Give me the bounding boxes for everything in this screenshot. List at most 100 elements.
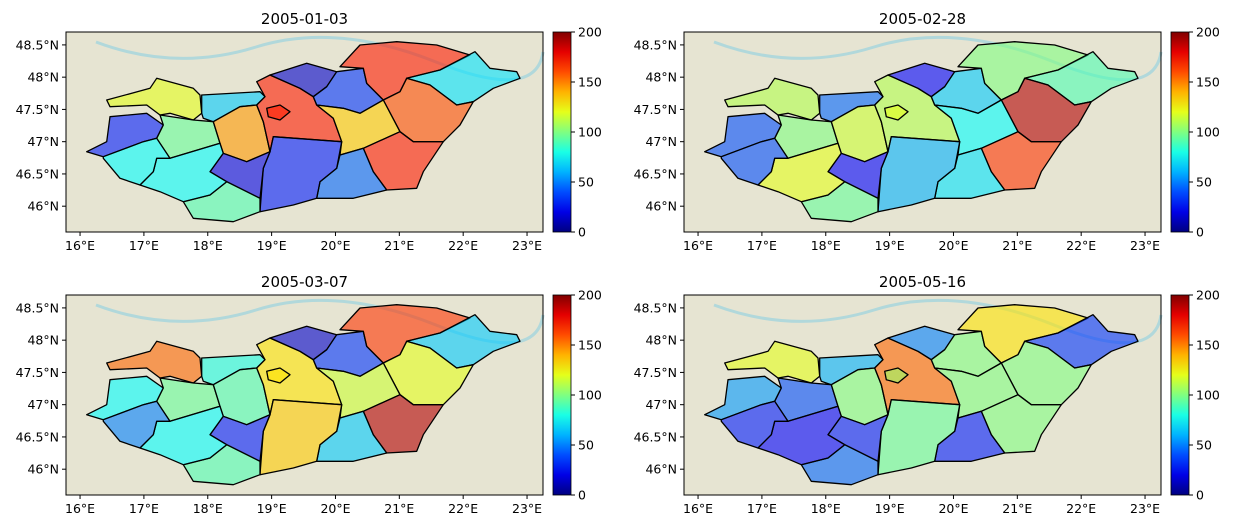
y-tick-label: 46°N: [27, 199, 59, 214]
x-tick-label: 17°E: [747, 501, 777, 516]
colorbar-tick-label: 150: [578, 75, 602, 90]
x-tick-label: 18°E: [811, 238, 841, 253]
region-zala: Zala: 75: [102, 137, 171, 186]
y-tick-label: 48°N: [645, 70, 677, 85]
colorbar-tick-label: 200: [578, 25, 602, 40]
colorbar-tick-label: 100: [578, 388, 602, 403]
region-gyor-moson-sopron: Gyor-Moson-Sopron: 110: [724, 77, 821, 121]
x-tick-label: 19°E: [257, 501, 287, 516]
colorbar: [552, 294, 572, 496]
colorbar-tick-label: 50: [1196, 438, 1212, 453]
panel-title: 2005-02-28: [879, 10, 966, 28]
x-tick-label: 19°E: [257, 238, 287, 253]
colorbar-tick-label: 150: [1196, 338, 1220, 353]
map-panel: Gyor-Moson-Sopron: 120Komarom-Esztergom:…: [634, 273, 1220, 516]
x-tick-label: 22°E: [448, 501, 478, 516]
y-tick-label: 48.5°N: [16, 37, 59, 52]
colorbar-tick-label: 200: [1196, 25, 1220, 40]
colorbar-tick-label: 50: [578, 175, 594, 190]
regions: Gyor-Moson-Sopron: 120Komarom-Esztergom:…: [704, 304, 1139, 486]
regions: Gyor-Moson-Sopron: 120Komarom-Esztergom:…: [86, 41, 521, 223]
x-tick-label: 17°E: [129, 238, 159, 253]
x-tick-label: 22°E: [448, 238, 478, 253]
axes-frame: [65, 31, 544, 233]
y-tick-label: 47.5°N: [634, 365, 677, 380]
y-tick-label: 46.5°N: [16, 166, 59, 181]
x-tick-label: 21°E: [1002, 238, 1032, 253]
region-zala: Zala: 40: [720, 137, 789, 186]
x-tick-label: 20°E: [938, 501, 968, 516]
x-tick-label: 18°E: [811, 501, 841, 516]
colorbar-tick-label: 100: [1196, 125, 1220, 140]
region-zala: Zala: 50: [102, 400, 171, 449]
x-tick-label: 22°E: [1066, 238, 1096, 253]
y-tick-label: 47.5°N: [16, 102, 59, 117]
y-tick-label: 46°N: [645, 462, 677, 477]
region-budapest: Budapest: 130: [266, 367, 291, 384]
x-tick-label: 21°E: [384, 501, 414, 516]
colorbar-tick-label: 200: [578, 288, 602, 303]
x-tick-label: 21°E: [384, 238, 414, 253]
y-tick-label: 46.5°N: [16, 429, 59, 444]
colorbar-tick-label: 0: [1196, 488, 1204, 503]
colorbar: [1170, 294, 1190, 496]
axes-frame: [65, 294, 544, 496]
x-tick-label: 18°E: [193, 501, 223, 516]
x-tick-label: 19°E: [875, 501, 905, 516]
y-tick-label: 47°N: [27, 134, 59, 149]
map-panel: Gyor-Moson-Sopron: 120Komarom-Esztergom:…: [16, 10, 602, 253]
x-tick-label: 16°E: [683, 501, 713, 516]
y-tick-label: 46°N: [645, 199, 677, 214]
y-tick-label: 48.5°N: [634, 300, 677, 315]
region-budapest: Budapest: 120: [884, 104, 909, 121]
axes-frame: [683, 294, 1162, 496]
colorbar-tick-label: 50: [578, 438, 594, 453]
colorbar-tick-label: 200: [1196, 288, 1220, 303]
x-tick-label: 20°E: [320, 238, 350, 253]
region-budapest: Budapest: 170: [266, 104, 291, 121]
colorbar-tick-label: 0: [578, 225, 586, 240]
map-panel: Gyor-Moson-Sopron: 155Komarom-Esztergom:…: [16, 273, 602, 516]
x-tick-label: 23°E: [1130, 238, 1160, 253]
x-tick-label: 23°E: [1130, 501, 1160, 516]
x-tick-label: 20°E: [938, 238, 968, 253]
colorbar-tick-label: 0: [1196, 225, 1204, 240]
panel-title: 2005-01-03: [261, 10, 348, 28]
x-tick-label: 17°E: [747, 238, 777, 253]
y-tick-label: 47.5°N: [634, 102, 677, 117]
regions: Gyor-Moson-Sopron: 155Komarom-Esztergom:…: [86, 304, 521, 486]
colorbar-tick-label: 0: [578, 488, 586, 503]
colorbar-tick-label: 150: [578, 338, 602, 353]
y-tick-label: 48.5°N: [16, 300, 59, 315]
colorbar-tick-label: 100: [578, 125, 602, 140]
x-tick-label: 23°E: [512, 238, 542, 253]
y-tick-label: 47.5°N: [16, 365, 59, 380]
regions: Gyor-Moson-Sopron: 110Komarom-Esztergom:…: [704, 41, 1139, 223]
colorbar-tick-label: 50: [1196, 175, 1212, 190]
y-tick-label: 46.5°N: [634, 429, 677, 444]
panel-title: 2005-03-07: [261, 273, 348, 291]
y-tick-label: 47°N: [645, 397, 677, 412]
x-tick-label: 17°E: [129, 501, 159, 516]
x-tick-label: 19°E: [875, 238, 905, 253]
x-tick-label: 20°E: [320, 501, 350, 516]
y-tick-label: 48°N: [645, 333, 677, 348]
region-gyor-moson-sopron: Gyor-Moson-Sopron: 120: [106, 77, 203, 121]
x-tick-label: 22°E: [1066, 501, 1096, 516]
x-tick-label: 16°E: [65, 238, 95, 253]
y-tick-label: 46°N: [27, 462, 59, 477]
region-budapest: Budapest: 105: [884, 367, 909, 384]
colorbar: [552, 31, 572, 233]
y-tick-label: 47°N: [27, 397, 59, 412]
x-tick-label: 16°E: [683, 238, 713, 253]
region-gyor-moson-sopron: Gyor-Moson-Sopron: 155: [106, 340, 203, 384]
axes-frame: [683, 31, 1162, 233]
colorbar: [1170, 31, 1190, 233]
y-tick-label: 48.5°N: [634, 37, 677, 52]
region-zala: Zala: 30: [720, 400, 789, 449]
colorbar-tick-label: 150: [1196, 75, 1220, 90]
x-tick-label: 18°E: [193, 238, 223, 253]
colorbar-tick-label: 100: [1196, 388, 1220, 403]
